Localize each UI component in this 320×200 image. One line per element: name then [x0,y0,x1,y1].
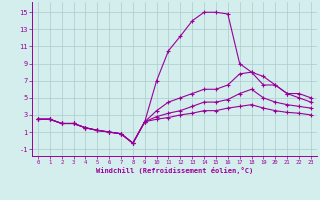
X-axis label: Windchill (Refroidissement éolien,°C): Windchill (Refroidissement éolien,°C) [96,167,253,174]
